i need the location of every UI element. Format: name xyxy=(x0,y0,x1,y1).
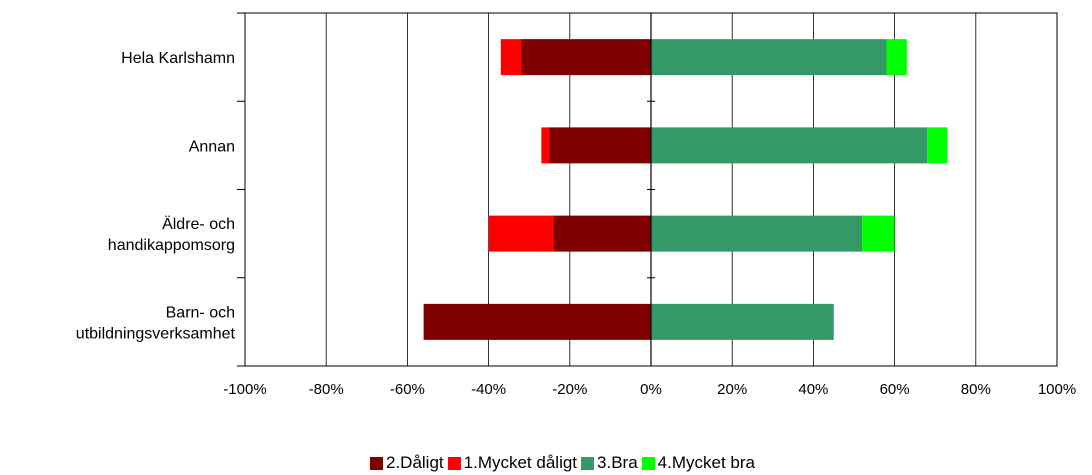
legend-label: 2.Dåligt xyxy=(386,453,444,472)
bars xyxy=(423,39,948,340)
legend-swatch xyxy=(641,456,655,470)
legend-label: 3.Bra xyxy=(597,453,638,472)
category-label: Hela Karlshamn xyxy=(121,50,235,67)
category-labels: Hela Karlshamn Annan Äldre- och handikappom… xyxy=(76,50,236,342)
bar-segment xyxy=(423,303,651,340)
x-tick-label: -40% xyxy=(471,381,506,398)
x-tick-label: -20% xyxy=(552,381,587,398)
bar-segment xyxy=(541,127,550,164)
x-tick-label: 40% xyxy=(798,381,828,398)
x-tick-label: 60% xyxy=(880,381,910,398)
bar-segment xyxy=(651,215,863,252)
x-tick-label: -60% xyxy=(390,381,425,398)
legend-item: 4.Mycket bra xyxy=(641,453,755,473)
category-label: Barn- och utbildningsverksamhet xyxy=(76,304,236,342)
bar-segment xyxy=(500,39,522,76)
category-label: Annan xyxy=(189,138,235,155)
bar-segment xyxy=(651,303,834,340)
legend-item: 3.Bra xyxy=(581,453,638,473)
bar-segment xyxy=(651,127,928,164)
legend-swatch xyxy=(370,456,383,470)
category-label: Äldre- och handikappomsorg xyxy=(108,215,235,254)
bar-segment xyxy=(651,39,887,76)
legend-item: 1.Mycket dåligt xyxy=(447,453,578,473)
x-tick-label: 0% xyxy=(640,381,662,398)
x-tick-label: -80% xyxy=(309,381,344,398)
legend-label: 1.Mycket dåligt xyxy=(463,453,578,472)
bar-segment xyxy=(549,127,651,164)
bar-segment xyxy=(862,215,895,252)
bar-segment xyxy=(886,39,907,76)
legend-label: 4.Mycket bra xyxy=(657,453,755,472)
legend: 2.Dåligt 1.Mycket dåligt 3.Bra 4.Mycket bra xyxy=(370,453,759,473)
x-tick-label: 100% xyxy=(1038,381,1076,398)
x-tick-labels: -100% -80% -60% -40% -20% 0% 20% 40% 60% 80% 100% xyxy=(223,381,1076,398)
x-tick-label: 80% xyxy=(961,381,991,398)
legend-swatch xyxy=(581,456,595,470)
axes xyxy=(237,12,655,367)
legend-item: 2.Dåligt xyxy=(370,453,444,473)
legend-swatch xyxy=(447,456,461,470)
bar-segment xyxy=(488,215,554,252)
bar-segment xyxy=(521,39,651,76)
x-tick-label: -100% xyxy=(223,381,266,398)
bar-segment xyxy=(553,215,651,252)
x-tick-label: 20% xyxy=(717,381,747,398)
bar-segment xyxy=(927,127,948,164)
